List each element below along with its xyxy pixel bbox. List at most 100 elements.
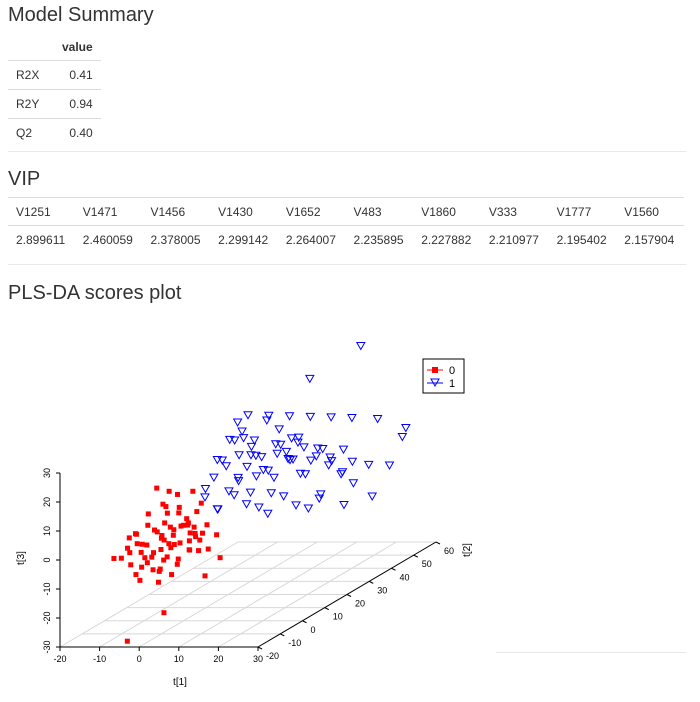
summary-metric: R2X xyxy=(8,60,54,90)
y-tick-label: 50 xyxy=(422,559,432,569)
data-point-class-1 xyxy=(229,491,240,500)
data-point-class-1 xyxy=(291,501,301,510)
data-point-class-0 xyxy=(161,537,167,543)
data-point-class-0 xyxy=(185,520,191,526)
data-point-class-1 xyxy=(237,427,247,437)
y-tick-mark xyxy=(257,646,263,650)
legend-marker-square xyxy=(432,367,438,373)
data-point-class-0 xyxy=(161,557,167,563)
data-point-class-1 xyxy=(325,453,336,462)
vip-title: VIP xyxy=(8,168,41,190)
data-point-class-1 xyxy=(262,509,273,519)
summary-metric: R2Y xyxy=(8,89,54,119)
data-point-class-1 xyxy=(339,500,349,510)
x-tick-label: 0 xyxy=(137,654,142,664)
data-point-class-1 xyxy=(242,462,252,472)
data-point-class-0 xyxy=(164,510,170,516)
summary-header-value: value xyxy=(54,36,101,61)
data-point-class-0 xyxy=(149,554,155,560)
summary-metric: Q2 xyxy=(8,118,54,147)
x-tick-label: -20 xyxy=(53,654,66,664)
data-point-class-0 xyxy=(133,572,139,578)
data-point-class-1 xyxy=(336,470,346,479)
data-point-class-0 xyxy=(128,562,134,568)
data-point-class-1 xyxy=(270,440,281,449)
data-point-class-1 xyxy=(384,461,395,470)
data-point-class-1 xyxy=(338,445,349,455)
data-point-class-1 xyxy=(293,433,304,443)
data-point-class-1 xyxy=(272,449,283,459)
data-point-class-1 xyxy=(249,436,260,445)
data-point-class-1 xyxy=(233,477,244,486)
data-point-class-0 xyxy=(175,491,181,497)
data-point-class-1 xyxy=(305,412,316,422)
data-point-class-1 xyxy=(251,451,261,461)
vip-value: 2.460059 xyxy=(82,233,133,247)
model-summary-table: value R2X 0.41 R2Y 0.94 Q2 0.40 xyxy=(8,36,101,147)
y-tick-mark xyxy=(302,620,307,624)
z-tick-label: 0 xyxy=(42,557,52,562)
data-point-class-0 xyxy=(142,555,148,561)
data-point-class-1 xyxy=(212,455,223,465)
data-point-class-0 xyxy=(186,547,192,553)
data-point-class-0 xyxy=(124,638,130,644)
data-point-class-0 xyxy=(139,541,145,547)
data-point-class-1 xyxy=(229,436,240,445)
legend-box xyxy=(422,358,465,394)
vip-value: 2.378005 xyxy=(150,233,201,247)
data-point-class-1 xyxy=(258,466,269,475)
data-point-class-0 xyxy=(192,530,198,536)
data-point-class-0 xyxy=(169,572,175,578)
data-point-class-0 xyxy=(170,532,176,538)
data-point-class-0 xyxy=(118,555,124,561)
section-divider xyxy=(8,151,686,152)
data-point-class-0 xyxy=(145,511,151,517)
vip-value: 2.235895 xyxy=(353,233,404,247)
data-point-class-1 xyxy=(281,447,292,457)
data-point-class-1 xyxy=(372,415,383,424)
data-point-class-1 xyxy=(241,500,252,509)
data-point-class-1 xyxy=(254,503,264,512)
data-point-class-0 xyxy=(158,547,164,552)
legend-marker-triangle xyxy=(430,378,440,388)
data-point-class-1 xyxy=(326,413,336,422)
data-point-class-0 xyxy=(139,564,145,570)
data-point-class-0 xyxy=(168,545,174,551)
x-tick-label: -10 xyxy=(93,654,106,664)
data-point-class-1 xyxy=(347,457,358,467)
section-divider xyxy=(496,652,686,653)
data-point-class-1 xyxy=(246,442,257,452)
data-point-class-0 xyxy=(111,555,117,561)
data-point-class-0 xyxy=(176,504,182,510)
section-divider xyxy=(8,264,686,265)
y-tick-label: -20 xyxy=(266,651,279,661)
data-point-class-0 xyxy=(138,549,144,555)
vip-variable: V1777 xyxy=(548,197,617,226)
data-point-class-1 xyxy=(256,453,267,462)
z-tick-label: 10 xyxy=(42,526,52,536)
data-point-class-0 xyxy=(214,532,220,538)
data-point-class-0 xyxy=(171,527,177,533)
y-tick-mark xyxy=(413,554,418,558)
summary-value: 0.40 xyxy=(54,118,101,147)
data-point-class-0 xyxy=(190,488,196,494)
vip-variable: V1860 xyxy=(413,197,481,226)
data-point-class-0 xyxy=(137,577,143,583)
vip-variable: V1471 xyxy=(74,197,143,226)
y-tick-label: 10 xyxy=(333,612,343,622)
data-point-class-1 xyxy=(233,473,243,483)
data-point-class-0 xyxy=(198,500,204,506)
data-point-class-1 xyxy=(263,466,274,476)
data-point-class-0 xyxy=(154,529,160,535)
data-point-class-1 xyxy=(251,472,262,481)
vip-value: 2.195402 xyxy=(556,233,607,247)
y-tick-mark xyxy=(324,607,329,611)
data-point-class-0 xyxy=(127,550,133,556)
data-point-class-1 xyxy=(263,411,274,421)
z-tick-label: 30 xyxy=(42,468,52,478)
data-point-class-0 xyxy=(193,534,199,540)
data-point-class-1 xyxy=(355,342,366,351)
vip-variable: V1652 xyxy=(277,197,346,226)
vip-variable: V1560 xyxy=(616,197,684,226)
data-point-class-1 xyxy=(200,493,210,502)
